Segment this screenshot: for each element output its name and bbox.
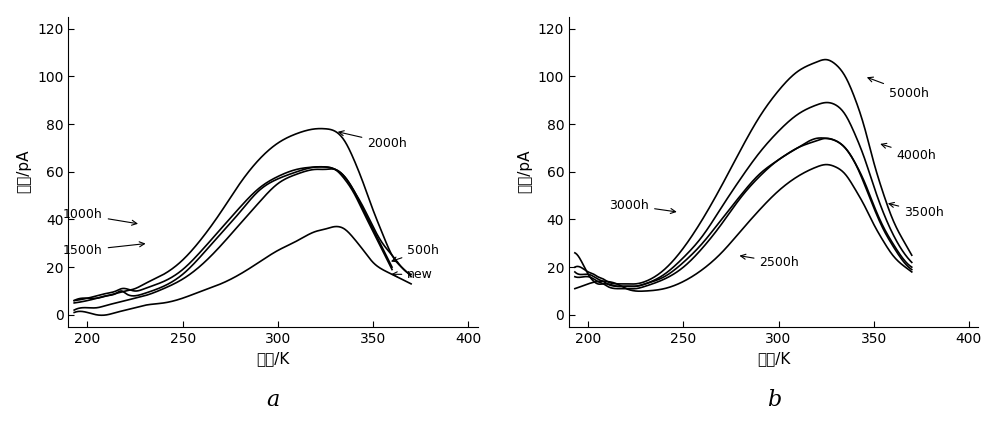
Text: 1500h: 1500h (63, 242, 144, 257)
Text: b: b (767, 389, 781, 411)
Text: 3000h: 3000h (609, 199, 676, 213)
X-axis label: 温度/K: 温度/K (256, 351, 290, 366)
Y-axis label: 电流/pA: 电流/pA (517, 150, 532, 194)
Text: 5000h: 5000h (868, 77, 929, 99)
Y-axis label: 电流/pA: 电流/pA (17, 150, 32, 194)
Text: 3500h: 3500h (889, 203, 944, 219)
X-axis label: 温度/K: 温度/K (757, 351, 790, 366)
Text: 1000h: 1000h (63, 208, 137, 225)
Text: 2500h: 2500h (741, 254, 799, 269)
Text: 2000h: 2000h (339, 131, 407, 149)
Text: 500h: 500h (392, 244, 439, 262)
Text: a: a (266, 389, 280, 411)
Text: new: new (392, 268, 433, 281)
Text: 4000h: 4000h (881, 143, 936, 162)
